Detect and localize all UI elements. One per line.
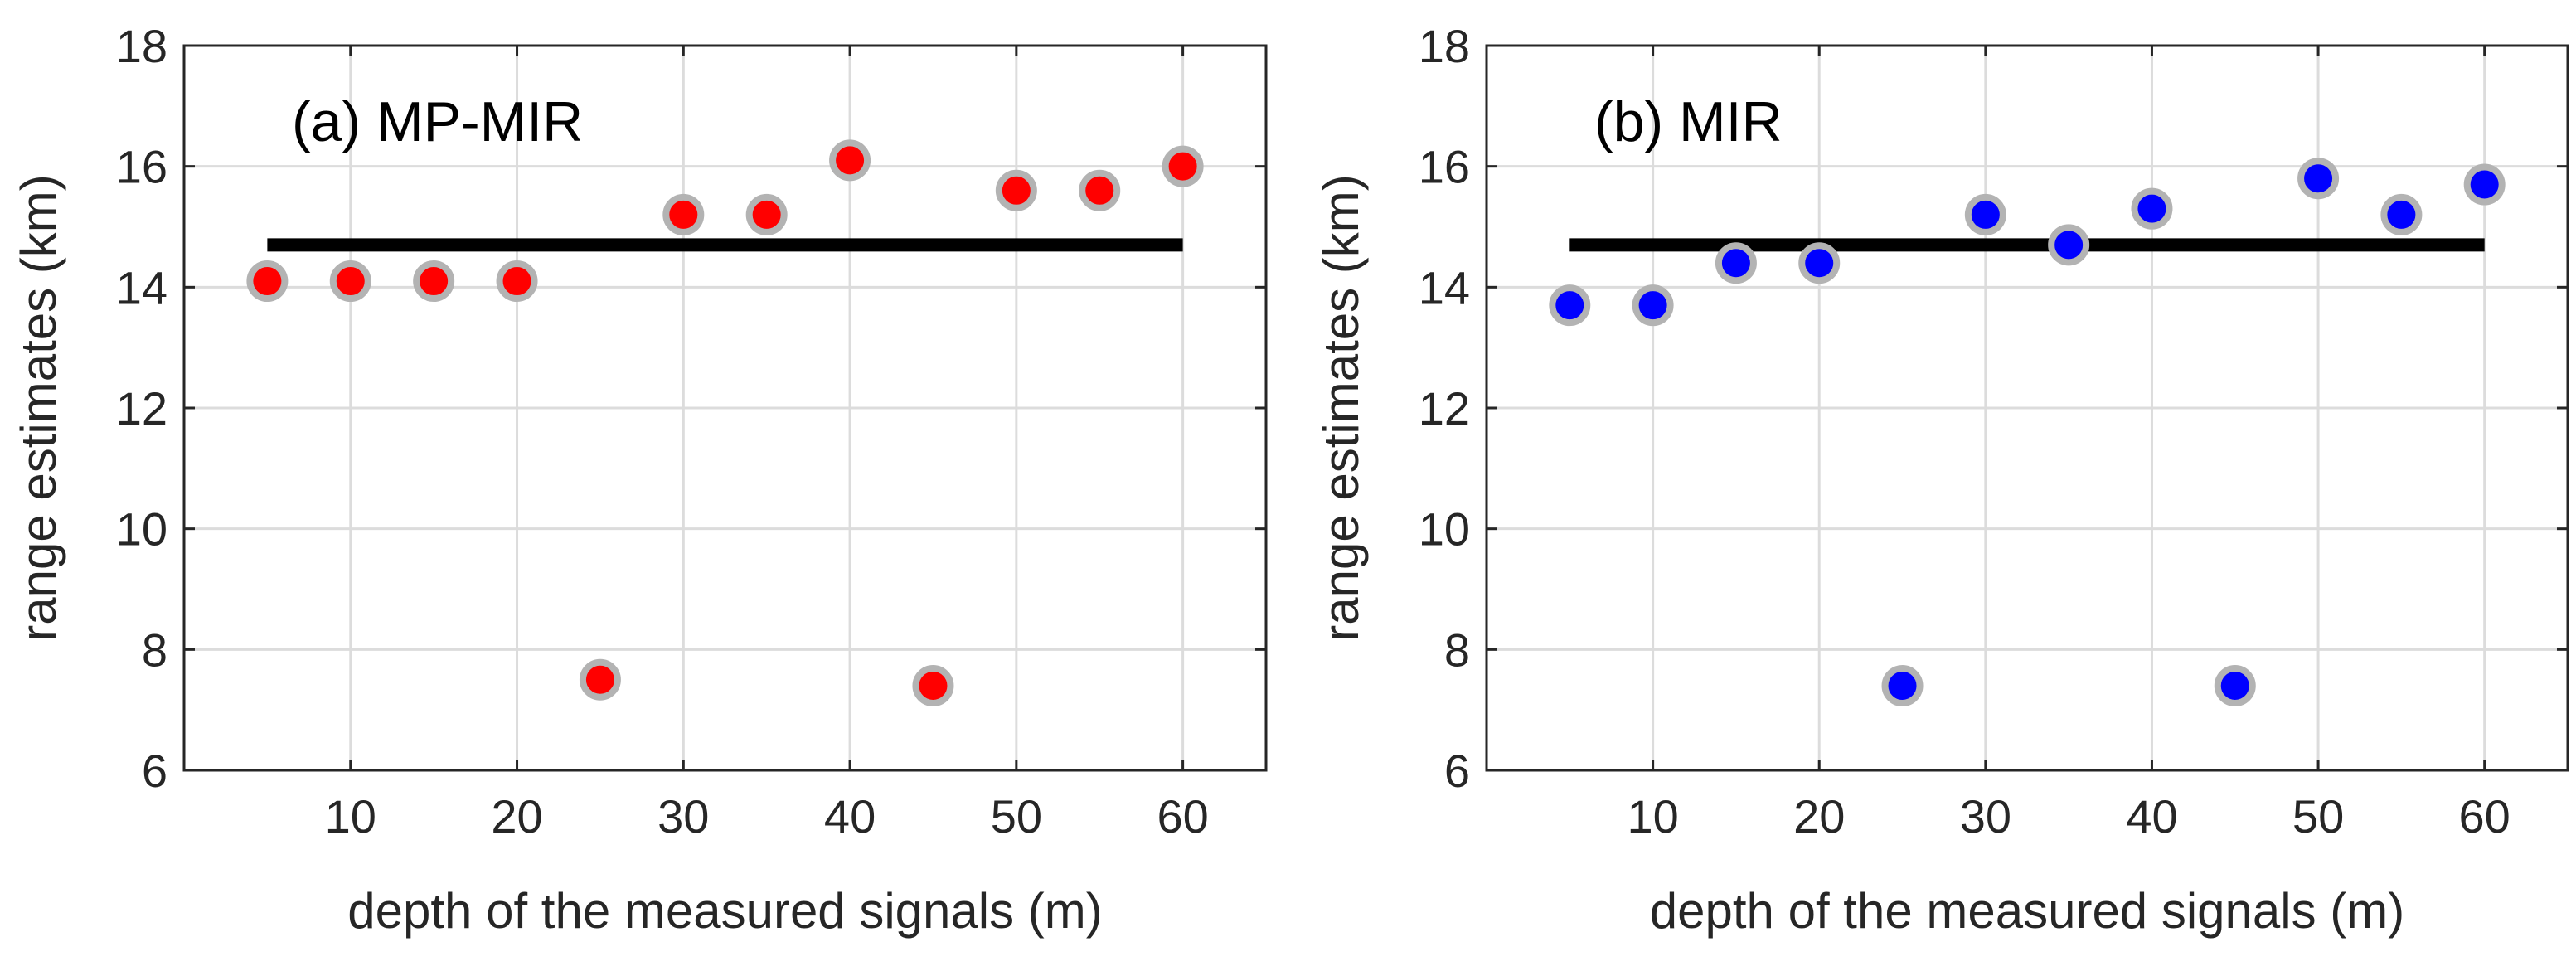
x-axis-title: depth of the measured signals (m) bbox=[1650, 883, 2404, 939]
data-point bbox=[995, 169, 1037, 211]
data-point bbox=[2048, 224, 2090, 266]
data-point bbox=[2297, 158, 2340, 200]
data-point bbox=[2131, 187, 2173, 230]
y-tick-label: 18 bbox=[1419, 20, 1470, 72]
x-tick-label: 60 bbox=[1157, 790, 1208, 842]
x-tick-label: 10 bbox=[1627, 790, 1678, 842]
x-tick-label: 60 bbox=[2459, 790, 2511, 842]
data-point bbox=[496, 260, 538, 303]
x-tick-label: 10 bbox=[325, 790, 376, 842]
data-point bbox=[662, 193, 705, 235]
y-tick-label: 18 bbox=[116, 20, 167, 72]
data-point bbox=[2214, 665, 2256, 707]
data-point bbox=[1881, 665, 1924, 707]
panel-title: (b) MIR bbox=[1594, 90, 1783, 153]
data-point bbox=[745, 193, 788, 235]
x-tick-label: 20 bbox=[1793, 790, 1845, 842]
y-tick-label: 16 bbox=[116, 141, 167, 193]
panel-b: 10 20 30 40 50 60 6 8 10 12 14 16 18 depth of the mea… bbox=[1313, 20, 2569, 939]
y-axis-title: range estimates (km) bbox=[1313, 174, 1369, 642]
data-point bbox=[579, 658, 621, 701]
y-tick-label: 10 bbox=[116, 503, 167, 556]
y-tick-label: 6 bbox=[142, 745, 167, 797]
data-point bbox=[1798, 242, 1841, 284]
y-axis-title: range estimates (km) bbox=[11, 174, 66, 642]
data-point bbox=[329, 260, 371, 303]
data-point bbox=[2463, 163, 2506, 206]
y-tick-label: 6 bbox=[1444, 745, 1470, 797]
y-tick-label: 14 bbox=[1419, 261, 1470, 313]
x-tick-label: 50 bbox=[991, 790, 1042, 842]
y-tick-label: 12 bbox=[116, 382, 167, 434]
y-tick-label: 8 bbox=[142, 624, 167, 676]
panel-a: 10 20 30 40 50 60 6 8 10 12 14 16 18 depth of the mea… bbox=[11, 20, 1268, 939]
y-tick-label: 12 bbox=[1419, 382, 1470, 434]
data-point bbox=[1549, 284, 1591, 327]
data-point bbox=[829, 139, 871, 182]
x-tick-label: 20 bbox=[491, 790, 542, 842]
y-tick-label: 16 bbox=[1419, 141, 1470, 193]
data-point bbox=[413, 260, 455, 303]
x-tick-label: 40 bbox=[2126, 790, 2177, 842]
x-tick-label: 50 bbox=[2292, 790, 2344, 842]
y-tick-label: 10 bbox=[1419, 503, 1470, 556]
x-tick-label: 30 bbox=[1960, 790, 2011, 842]
data-point bbox=[1079, 169, 1121, 211]
y-tick-label: 14 bbox=[116, 261, 167, 313]
data-point bbox=[1162, 145, 1204, 187]
y-tick-label: 8 bbox=[1444, 624, 1470, 676]
x-tick-label: 40 bbox=[824, 790, 876, 842]
data-point bbox=[1715, 242, 1757, 284]
data-point bbox=[246, 260, 289, 303]
x-axis-title: depth of the measured signals (m) bbox=[347, 883, 1102, 939]
data-point bbox=[2380, 193, 2423, 235]
x-tick-label: 30 bbox=[657, 790, 709, 842]
data-point bbox=[1964, 193, 2006, 235]
data-point bbox=[912, 665, 954, 707]
panel-title: (a) MP-MIR bbox=[292, 90, 583, 153]
data-point bbox=[1632, 284, 1674, 327]
